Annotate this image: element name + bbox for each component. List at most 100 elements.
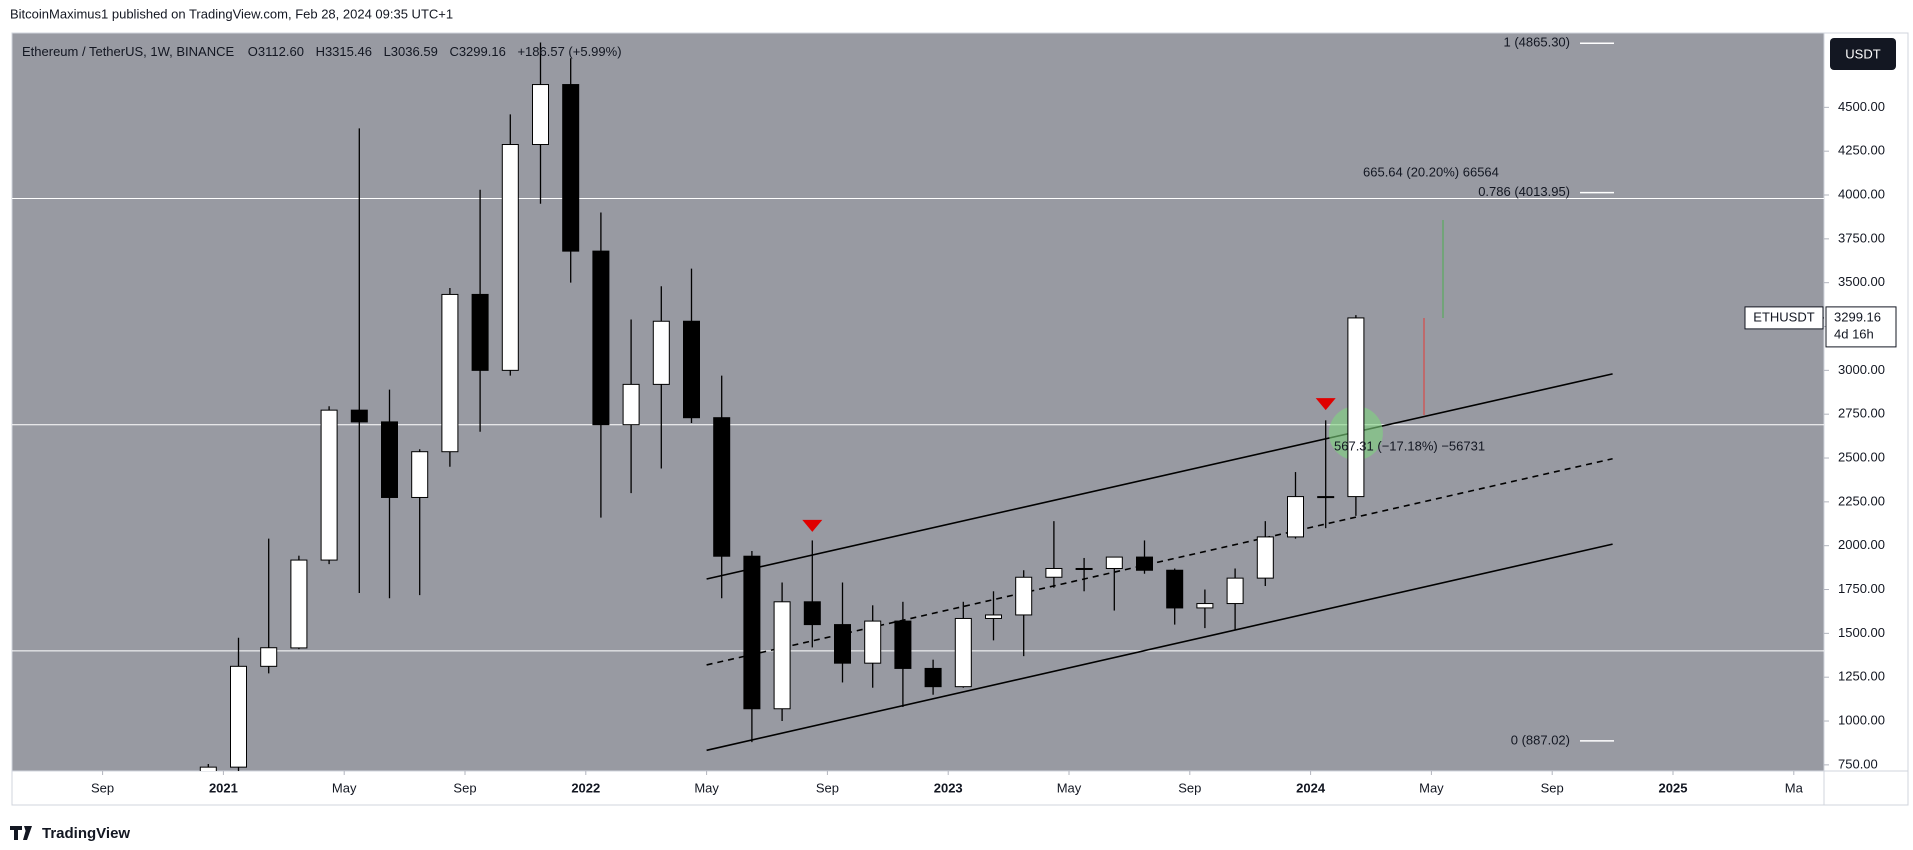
y-tick-label: 3750.00 (1838, 230, 1885, 245)
plot-area (12, 42, 1824, 771)
x-tick-label: 2024 (1296, 780, 1326, 795)
candle-body (1347, 317, 1365, 498)
candle-body (381, 421, 398, 498)
candle-body (773, 601, 791, 710)
y-tick-label: 2250.00 (1838, 493, 1885, 508)
change-value: +186.57 (+5.99%) (517, 44, 621, 59)
candle-body (562, 84, 580, 252)
channel-line (706, 543, 1613, 752)
y-tick-label: 3500.00 (1838, 274, 1885, 289)
candle-body (350, 409, 368, 423)
x-tick-label: 2025 (1659, 780, 1688, 795)
y-tick-label: 4000.00 (1838, 186, 1885, 201)
footer-logo: TradingView (10, 825, 130, 842)
measurement-label: 567.31 (−17.18%) −56731 (1334, 438, 1485, 453)
candle-body (411, 451, 429, 498)
x-tick-label: Sep (453, 780, 476, 795)
x-tick-label: Sep (1178, 780, 1201, 795)
currency-label[interactable]: USDT (1845, 46, 1880, 61)
y-tick-label: 4500.00 (1838, 99, 1885, 114)
candle-body (954, 617, 972, 688)
candle-body (1136, 556, 1153, 571)
fib-label: 1 (4865.30) (1504, 35, 1571, 50)
logo-icon (10, 826, 32, 840)
candle-body (501, 144, 519, 371)
candle-body (652, 320, 670, 385)
x-tick-label: 2023 (934, 780, 963, 795)
candle-body (1256, 536, 1274, 579)
candle-body (1196, 603, 1214, 609)
x-tick-label: May (694, 780, 719, 795)
symbol-legend: Ethereum / TetherUS, 1W, BINANCE O3112.6… (22, 44, 622, 59)
candle-body (230, 665, 247, 768)
y-tick-label: 1750.00 (1838, 581, 1885, 596)
plot-background (12, 33, 1824, 771)
candle-body (985, 614, 1002, 619)
candle-body (1105, 556, 1123, 569)
candle-body (743, 555, 761, 710)
candle-body (1015, 576, 1033, 616)
candle-body (592, 250, 610, 426)
channel-line (706, 373, 1613, 580)
y-tick-label: 3000.00 (1838, 362, 1885, 377)
y-tick-label: 1000.00 (1838, 712, 1885, 727)
resistance-marker (802, 519, 823, 532)
footer-brand: TradingView (42, 825, 130, 842)
y-tick-label: 1500.00 (1838, 625, 1885, 640)
candle-body (864, 620, 882, 664)
symbol-title: Ethereum / TetherUS, 1W, BINANCE (22, 44, 234, 59)
candle-body (803, 601, 821, 626)
publisher-line: BitcoinMaximus1 published on TradingView… (10, 6, 453, 21)
chart-frame (11, 32, 1909, 806)
x-tick-label: May (332, 780, 357, 795)
candle-body (894, 620, 912, 669)
y-tick-label: 2000.00 (1838, 537, 1885, 552)
candle-body (713, 417, 731, 557)
candle-body (199, 766, 217, 771)
candle-body (320, 409, 338, 561)
candle-body (471, 293, 489, 371)
resistance-marker (1315, 398, 1336, 411)
candle-body (1287, 496, 1304, 538)
y-tick-label: 2500.00 (1838, 449, 1885, 464)
candle-body (290, 559, 308, 649)
x-tick-label: Sep (1541, 780, 1564, 795)
x-tick-label: Sep (816, 780, 839, 795)
y-tick-label: 1250.00 (1838, 669, 1885, 684)
candle-body (260, 647, 278, 667)
fib-label: 0.786 (4013.95) (1478, 184, 1570, 199)
candle-body (834, 624, 851, 664)
last-price-label: 3299.16 (1834, 309, 1881, 324)
candle-body (1075, 567, 1093, 570)
y-tick-label: 2750.00 (1838, 406, 1885, 421)
candle-body (532, 84, 549, 146)
x-tick-label: May (1057, 780, 1082, 795)
candle-body (1226, 577, 1244, 605)
candle-body (622, 383, 640, 426)
close-value: C3299.16 (449, 44, 505, 59)
symbol-label-box (1744, 306, 1824, 330)
fib-label: 0 (887.02) (1511, 732, 1570, 747)
candle-body (924, 667, 942, 688)
x-tick-label: Ma (1785, 780, 1804, 795)
overlay: 665.64 (20.20%) 66564 567.31 (−17.18%) −… (10, 38, 1896, 842)
candle-body (1317, 496, 1335, 499)
open-value: O3112.60 (248, 44, 304, 59)
channel-line (706, 457, 1613, 666)
countdown-label: 4d 16h (1834, 326, 1874, 341)
symbol-label: ETHUSDT (1753, 309, 1814, 324)
candle-body (683, 320, 700, 419)
measurement-label: 665.64 (20.20%) 66564 (1363, 164, 1499, 179)
currency-button[interactable] (1830, 38, 1896, 70)
candle-body (1166, 569, 1184, 609)
x-tick-label: 2021 (209, 780, 238, 795)
high-value: H3315.46 (316, 44, 372, 59)
price-label-box (1825, 306, 1897, 348)
x-tick-label: 2022 (571, 780, 600, 795)
candle-body (1045, 567, 1063, 578)
y-tick-label: 750.00 (1838, 756, 1878, 771)
low-value: L3036.59 (384, 44, 438, 59)
x-tick-label: May (1419, 780, 1444, 795)
x-tick-label: Sep (91, 780, 114, 795)
